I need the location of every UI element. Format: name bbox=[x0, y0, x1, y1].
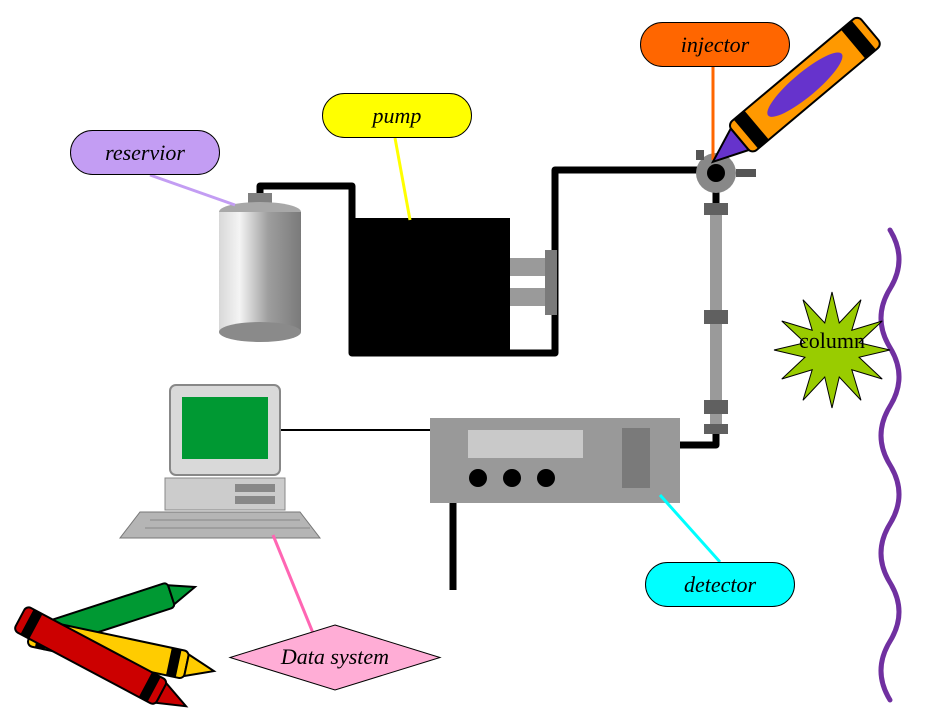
detector-component bbox=[430, 418, 680, 503]
squiggle-right bbox=[881, 230, 899, 700]
pump-label: pump bbox=[322, 93, 472, 138]
injector-label: injector bbox=[640, 22, 790, 67]
reservoir-label: reservior bbox=[70, 130, 220, 175]
data-system-component bbox=[120, 385, 320, 538]
pump-label-text: pump bbox=[373, 103, 422, 129]
detector-label: detector bbox=[645, 562, 795, 607]
reservoir-component bbox=[219, 193, 301, 342]
data-system-label: Data system bbox=[230, 644, 440, 670]
reservoir-label-text: reservior bbox=[105, 140, 185, 166]
diagram-canvas: reservior pump injector detector column … bbox=[0, 0, 950, 713]
crayons-bottom-left bbox=[13, 575, 216, 713]
pump-component bbox=[352, 218, 557, 353]
injector-label-text: injector bbox=[681, 32, 749, 58]
column-component bbox=[704, 203, 728, 434]
data-system-label-text: Data system bbox=[281, 644, 389, 669]
column-label-text: column bbox=[799, 328, 865, 353]
column-label: column bbox=[782, 328, 882, 354]
diagram-svg bbox=[0, 0, 950, 713]
detector-label-text: detector bbox=[684, 572, 756, 598]
